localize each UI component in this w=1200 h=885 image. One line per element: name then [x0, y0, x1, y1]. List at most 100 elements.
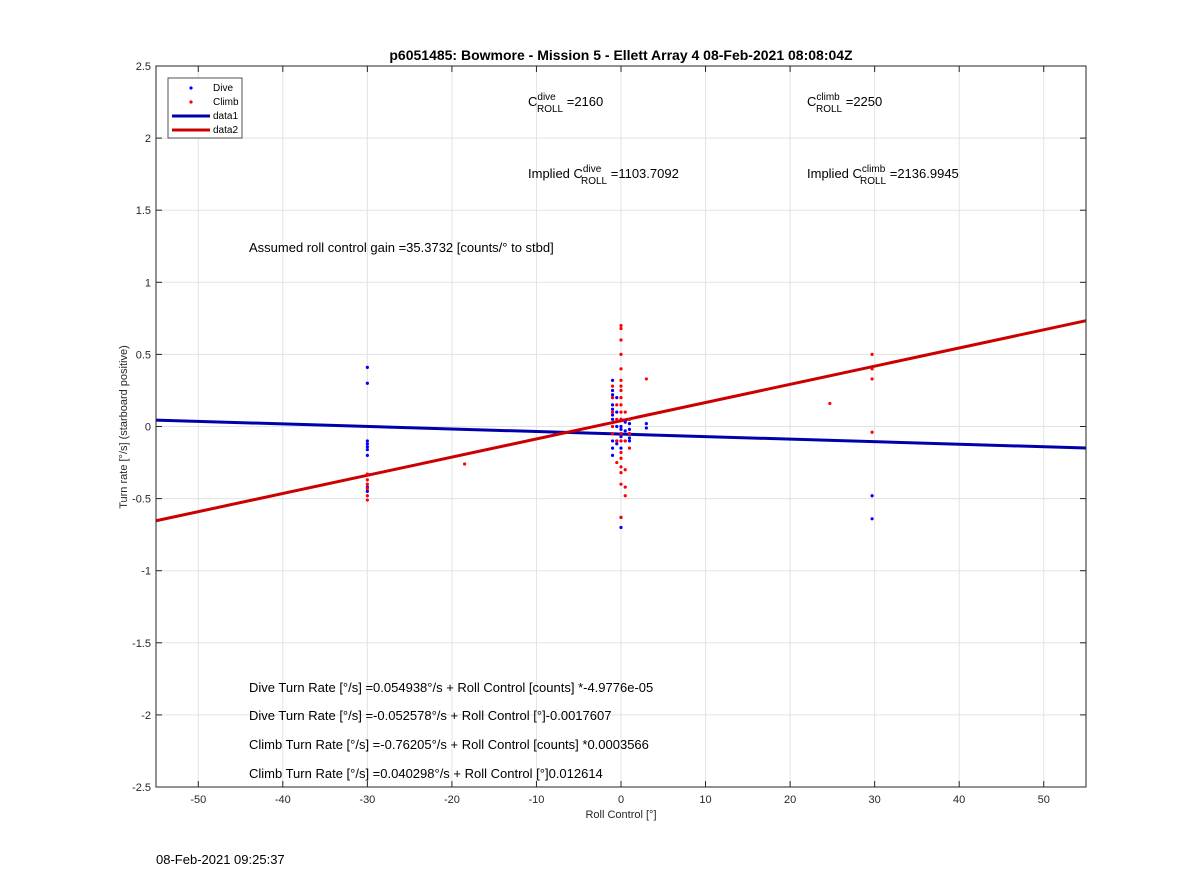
- x-tick-label: -40: [275, 794, 291, 806]
- dive-point: [365, 365, 369, 369]
- climb-point: [870, 367, 874, 371]
- fit-dive-degrees: Dive Turn Rate [°/s] =-0.052578°/s + Rol…: [249, 708, 611, 723]
- dive-point: [610, 446, 615, 450]
- dive-point: [627, 422, 632, 426]
- climb-point: [610, 432, 615, 436]
- dive-point: [365, 381, 369, 385]
- c-dive-annotation: Cdive ROLL =2160: [528, 92, 603, 115]
- fit-dive-counts: Dive Turn Rate [°/s] =0.054938°/s + Roll…: [249, 680, 653, 695]
- y-tick-label: 1: [145, 277, 151, 289]
- climb-point: [619, 323, 623, 328]
- dive-point: [644, 422, 648, 426]
- dive-point: [610, 453, 615, 457]
- climb-point: [365, 482, 369, 486]
- dive-point: [615, 396, 619, 400]
- legend-climb-marker: [189, 100, 193, 104]
- climb-point: [619, 378, 623, 382]
- y-tick-label: -2: [141, 710, 151, 722]
- dive-point: [365, 489, 369, 493]
- climb-point: [365, 498, 369, 502]
- climb-point: [619, 384, 623, 388]
- climb-point: [610, 424, 615, 429]
- climb-point: [462, 462, 467, 466]
- climb-point: [619, 417, 623, 421]
- data-points: [365, 323, 874, 530]
- climb-point: [619, 367, 623, 371]
- y-tick-label: 0: [145, 422, 151, 434]
- climb-point: [365, 472, 369, 476]
- y-axis-label: Turn rate [°/s] (starboard positive): [118, 345, 130, 509]
- implied-climb-annotation: Implied Cclimb ROLL =2136.9945: [807, 164, 959, 187]
- dive-point: [610, 403, 615, 407]
- y-tick-label: 2: [145, 133, 151, 145]
- climb-point: [610, 384, 615, 388]
- legend-data2-label: data2: [213, 125, 238, 136]
- gain-annotation: Assumed roll control gain =35.3732 [coun…: [249, 240, 554, 255]
- climb-point: [365, 494, 369, 498]
- dive-point: [619, 424, 623, 429]
- climb-point: [619, 326, 623, 331]
- climb-point: [619, 432, 623, 436]
- x-tick-label: 20: [784, 794, 796, 806]
- y-tick-label: -1.5: [132, 638, 151, 650]
- legend: Dive Climb data1 data2: [167, 77, 243, 139]
- print-timestamp: 08-Feb-2021 09:25:37: [156, 852, 285, 867]
- dive-point: [623, 420, 627, 424]
- dive-point: [365, 445, 369, 449]
- dive-point: [610, 413, 615, 417]
- y-tick-label: 0.5: [136, 349, 151, 361]
- dive-point: [627, 439, 632, 443]
- x-tick-label: 0: [618, 794, 624, 806]
- legend-climb-label: Climb: [213, 97, 239, 108]
- climb-point: [615, 460, 619, 465]
- dive-point: [365, 447, 369, 452]
- dive-point: [615, 410, 619, 414]
- legend-dive-label: Dive: [213, 83, 233, 94]
- climb-point: [619, 352, 623, 356]
- climb-point: [619, 403, 623, 407]
- x-tick-label: 30: [869, 794, 881, 806]
- dive-point: [610, 407, 615, 411]
- dive-point: [610, 439, 615, 443]
- climb-point: [623, 439, 627, 443]
- climb-point: [627, 432, 632, 436]
- c-climb-annotation: Cclimb ROLL =2250: [807, 92, 882, 115]
- climb-point: [619, 410, 623, 414]
- x-tick-label: -30: [359, 794, 375, 806]
- x-tick-label: -20: [444, 794, 460, 806]
- x-ticks: -50 -40 -30 -20 -10 0 10 20 30 40 50: [190, 66, 1050, 806]
- climb-point: [365, 478, 369, 482]
- y-tick-label: -0.5: [132, 494, 151, 506]
- dive-point: [610, 388, 615, 393]
- dive-point: [619, 446, 623, 450]
- dive-point: [623, 429, 627, 433]
- dive-point: [365, 453, 369, 457]
- implied-dive-annotation: Implied Cdive ROLL =1103.7092: [528, 164, 679, 187]
- legend-dive-marker: [189, 86, 193, 90]
- climb-point: [623, 410, 627, 414]
- x-tick-label: 10: [699, 794, 711, 806]
- dive-point: [610, 393, 615, 397]
- dive-point: [615, 424, 619, 429]
- y-tick-label: -2.5: [132, 782, 151, 794]
- y-tick-label: 1.5: [136, 205, 151, 217]
- fit-climb-degrees: Climb Turn Rate [°/s] =0.040298°/s + Rol…: [249, 766, 603, 781]
- climb-point: [870, 377, 874, 381]
- y-tick-label: 2.5: [136, 61, 151, 73]
- dive-point: [627, 427, 632, 431]
- legend-box: [167, 77, 243, 139]
- climb-point: [627, 417, 632, 421]
- y-tick-label: -1: [141, 566, 151, 578]
- climb-point: [619, 465, 623, 469]
- dive-point: [365, 442, 369, 446]
- y-ticks: -2.5 -2 -1.5 -1 -0.5 0 0.5 1 1.5 2 2.5: [132, 61, 1086, 794]
- climb-point: [623, 494, 627, 498]
- x-tick-label: -50: [190, 794, 206, 806]
- climb-point: [610, 410, 615, 414]
- climb-point: [619, 439, 623, 443]
- dive-point: [627, 436, 632, 440]
- dive-point: [615, 442, 619, 446]
- x-axis-label: Roll Control [°]: [585, 809, 656, 821]
- climb-point: [623, 468, 627, 472]
- dive-point: [619, 427, 623, 431]
